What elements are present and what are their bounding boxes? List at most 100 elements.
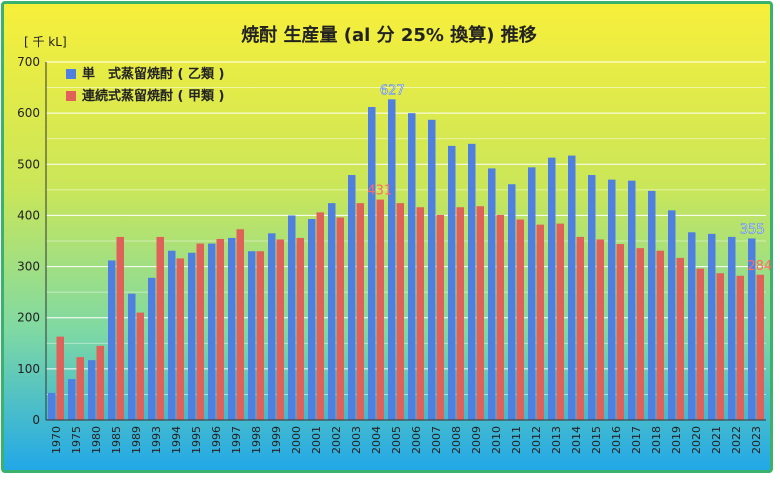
bar-series-1	[128, 293, 136, 420]
bar-series-2	[336, 217, 344, 420]
chart-title: 焼酎 生産量 (al 分 25% 換算) 推移	[241, 24, 536, 46]
bar-series-2	[476, 206, 484, 420]
x-tick-label: 1998	[250, 426, 263, 454]
bar-series-2	[396, 203, 404, 420]
x-tick-label: 2013	[550, 426, 563, 454]
x-tick-label: 2012	[530, 426, 543, 454]
x-tick-label: 2015	[590, 426, 603, 454]
x-tick-label: 1996	[210, 426, 223, 454]
x-tick-label: 1997	[230, 426, 243, 454]
bar-series-2	[636, 248, 644, 420]
y-tick-label: 400	[17, 208, 40, 222]
bar-series-2	[416, 207, 424, 420]
bar-series-1	[288, 215, 296, 420]
y-tick-label: 600	[17, 106, 40, 120]
x-tick-label: 1999	[270, 426, 283, 454]
bar-series-2	[576, 236, 584, 420]
bar-series-1	[528, 167, 536, 420]
bar-series-2	[376, 199, 384, 420]
x-tick-label: 1993	[150, 426, 163, 454]
bar-series-1	[588, 175, 596, 420]
bar-series-1	[148, 277, 156, 420]
x-tick-label: 1975	[70, 426, 83, 454]
bar-series-1	[348, 175, 356, 420]
bar-series-2	[56, 336, 64, 420]
bar-series-2	[116, 236, 124, 420]
x-tick-label: 2005	[390, 426, 403, 454]
bar-series-2	[556, 223, 564, 420]
y-tick-label: 700	[17, 55, 40, 69]
bar-series-1	[388, 99, 396, 420]
bar-series-1	[748, 238, 756, 420]
bar-series-2	[616, 244, 624, 420]
bar-series-2	[216, 238, 224, 420]
bar-series-1	[508, 184, 516, 420]
bar-series-2	[596, 239, 604, 420]
x-tick-label: 2021	[710, 426, 723, 454]
bar-series-2	[196, 243, 204, 420]
bar-series-1	[468, 143, 476, 421]
bar-series-1	[368, 107, 376, 421]
bar-series-1	[608, 179, 616, 420]
x-tick-label: 1970	[50, 426, 63, 454]
bar-series-2	[516, 219, 524, 420]
x-tick-label: 2011	[510, 426, 523, 454]
bar-series-2	[656, 250, 664, 420]
y-unit-label: [ 千 kL]	[24, 35, 67, 49]
bar-series-1	[248, 251, 256, 420]
bar-series-2	[436, 214, 444, 420]
data-label: 627	[380, 83, 405, 98]
bar-series-2	[536, 224, 544, 420]
y-tick-label: 0	[32, 413, 40, 427]
bar-series-2	[676, 257, 684, 420]
bar-series-1	[568, 155, 576, 420]
legend: 単 式蒸留焼酎 ( 乙類 ) 連続式蒸留焼酎 ( 甲類 )	[66, 66, 224, 104]
x-tick-label: 2007	[430, 426, 443, 454]
bar-series-2	[176, 258, 184, 420]
x-tick-label: 1985	[110, 426, 123, 454]
bar-series-1	[448, 145, 456, 421]
data-label: 284	[747, 259, 772, 274]
bar-series-2	[696, 268, 704, 420]
x-tick-label: 1989	[130, 426, 143, 454]
bar-series-1	[688, 232, 696, 420]
x-tick-label: 2014	[570, 426, 583, 454]
x-tick-label: 2010	[490, 426, 503, 454]
bar-series-1	[88, 360, 96, 420]
bar-series-2	[356, 203, 364, 420]
x-tick-label: 2020	[690, 426, 703, 454]
y-tick-label: 500	[17, 157, 40, 171]
bar-series-2	[156, 236, 164, 420]
x-tick-label: 2016	[610, 426, 623, 454]
bar-series-2	[256, 251, 264, 420]
x-tick-label: 2006	[410, 426, 423, 454]
x-tick-label: 2009	[470, 426, 483, 454]
bar-series-2	[296, 237, 304, 420]
bar-series-2	[96, 345, 104, 420]
y-tick-label: 100	[17, 362, 40, 376]
bar-series-1	[268, 233, 276, 420]
legend-label: 連続式蒸留焼酎 ( 甲類 )	[82, 88, 224, 104]
x-tick-label: 1995	[190, 426, 203, 454]
data-label: 431	[367, 184, 392, 199]
legend-swatch	[66, 91, 76, 101]
x-tick-label: 1980	[90, 426, 103, 454]
x-tick-label: 2008	[450, 426, 463, 454]
bar-series-1	[648, 190, 656, 420]
legend-swatch	[66, 69, 76, 79]
bar-series-1	[428, 119, 436, 420]
bar-series-1	[168, 250, 176, 420]
bar-series-1	[668, 210, 676, 420]
x-tick-label: 2022	[730, 426, 743, 454]
bar-series-1	[48, 392, 56, 420]
x-tick-label: 2003	[350, 426, 363, 454]
bar-series-1	[328, 203, 336, 420]
bar-series-2	[496, 214, 504, 420]
bar-series-2	[276, 239, 284, 420]
x-tick-label: 2019	[670, 426, 683, 454]
bar-series-1	[708, 233, 716, 420]
x-tick-label: 2023	[750, 426, 763, 454]
bar-series-1	[488, 168, 496, 420]
bar-series-1	[628, 180, 636, 420]
x-tick-label: 2001	[310, 426, 323, 454]
